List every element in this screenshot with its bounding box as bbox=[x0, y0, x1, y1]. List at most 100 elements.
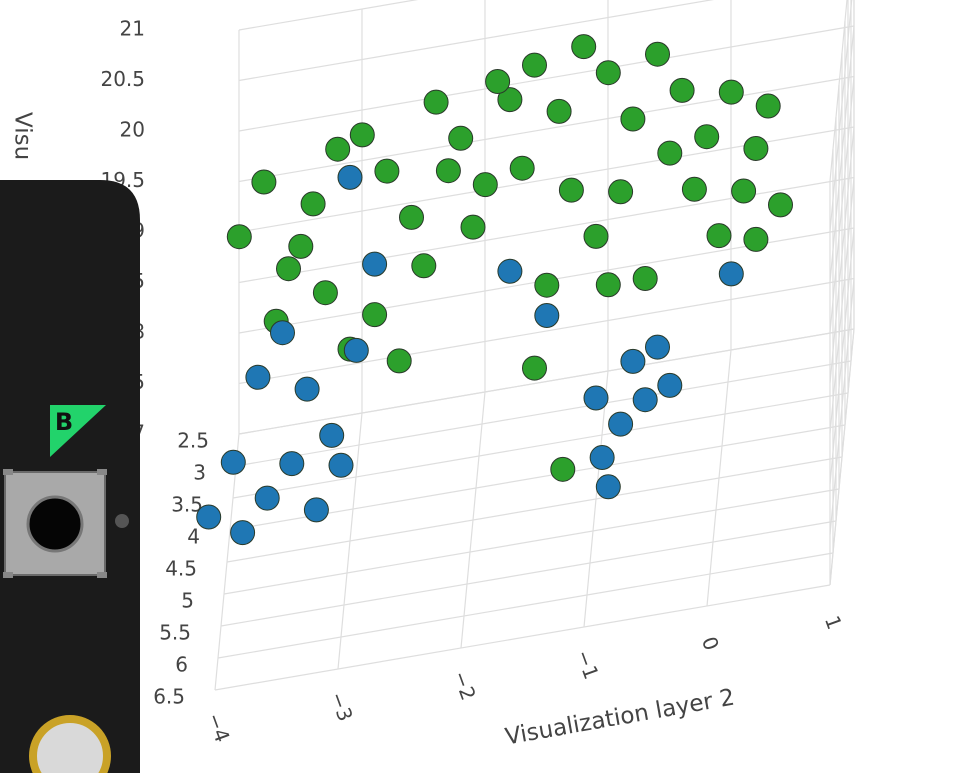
point bbox=[669, 77, 695, 103]
point bbox=[632, 266, 658, 291]
z-tick-label: 21 bbox=[120, 17, 145, 41]
grid-line bbox=[829, 0, 848, 182]
point bbox=[448, 125, 474, 151]
y-tick-label: 5 bbox=[181, 589, 194, 613]
device-overlay: B bbox=[0, 180, 140, 773]
point bbox=[534, 272, 560, 298]
x-tick-label: −2 bbox=[448, 668, 481, 704]
grid-line bbox=[238, 277, 855, 385]
grid-line bbox=[217, 552, 834, 659]
point bbox=[522, 52, 547, 78]
point bbox=[595, 272, 621, 298]
point bbox=[718, 79, 744, 105]
z-tick-label: 20.5 bbox=[100, 67, 145, 91]
x-tick-label: 1 bbox=[820, 612, 847, 632]
x-tick-label: −4 bbox=[202, 710, 235, 746]
point bbox=[411, 253, 437, 279]
y-tick-label: 4.5 bbox=[165, 557, 197, 581]
grid-line bbox=[829, 278, 855, 535]
point bbox=[226, 224, 252, 250]
point bbox=[632, 387, 658, 413]
y-tick-label: 3 bbox=[193, 461, 206, 485]
point bbox=[706, 223, 732, 249]
point bbox=[485, 69, 511, 94]
grid-line bbox=[223, 488, 840, 595]
button-pin bbox=[3, 572, 13, 578]
point bbox=[657, 140, 683, 166]
point bbox=[374, 158, 400, 184]
point bbox=[423, 89, 449, 115]
point bbox=[522, 355, 547, 381]
grid-line bbox=[226, 456, 843, 563]
led-dot bbox=[115, 514, 129, 528]
x-axis-title: Visualization layer 2 bbox=[503, 685, 736, 751]
point bbox=[620, 348, 646, 374]
point bbox=[343, 337, 369, 363]
point bbox=[399, 204, 424, 230]
point bbox=[460, 214, 486, 240]
point bbox=[220, 449, 246, 475]
y-tick-label: 2.5 bbox=[177, 429, 209, 453]
grid-line bbox=[235, 360, 852, 467]
point bbox=[595, 474, 621, 500]
point bbox=[608, 411, 634, 437]
point bbox=[435, 158, 461, 184]
y-tick-label: 4 bbox=[187, 525, 200, 549]
point bbox=[743, 226, 769, 252]
point bbox=[276, 256, 301, 282]
point bbox=[362, 251, 388, 277]
button-pin bbox=[97, 572, 107, 578]
grid-line bbox=[829, 328, 855, 586]
point bbox=[571, 34, 597, 60]
grid-line bbox=[829, 227, 855, 485]
button-pin bbox=[3, 469, 13, 475]
point bbox=[312, 280, 338, 306]
pin-ring bbox=[29, 715, 111, 773]
grid-line bbox=[829, 76, 855, 333]
point bbox=[583, 385, 609, 411]
point bbox=[731, 178, 757, 204]
point bbox=[550, 456, 576, 482]
y-tick-label: 5.5 bbox=[159, 621, 191, 645]
grid-line bbox=[238, 328, 855, 435]
button-label: B bbox=[55, 408, 73, 436]
point bbox=[349, 122, 375, 148]
point bbox=[534, 303, 560, 328]
point bbox=[251, 169, 277, 195]
point bbox=[620, 106, 646, 132]
x-tick-label: −3 bbox=[325, 689, 358, 725]
point bbox=[325, 136, 351, 162]
grid-line bbox=[829, 177, 855, 434]
point bbox=[497, 87, 523, 113]
point bbox=[645, 334, 670, 360]
grid-line bbox=[238, 75, 855, 183]
grid-line bbox=[238, 25, 855, 132]
point bbox=[497, 258, 523, 284]
point bbox=[589, 445, 615, 471]
point bbox=[288, 233, 314, 259]
point bbox=[319, 422, 345, 448]
point bbox=[230, 520, 256, 546]
grid-line bbox=[214, 584, 831, 691]
point bbox=[337, 164, 363, 190]
x-tick-label: 0 bbox=[697, 633, 724, 653]
button-cap[interactable] bbox=[26, 495, 84, 553]
y-tick-label: 6 bbox=[175, 653, 188, 677]
point bbox=[279, 451, 305, 477]
point bbox=[546, 98, 572, 124]
grid-line bbox=[829, 126, 855, 384]
x-tick-label: −1 bbox=[571, 647, 604, 683]
point bbox=[245, 364, 271, 390]
point bbox=[583, 223, 609, 249]
point bbox=[694, 124, 720, 150]
y-tick-label: 6.5 bbox=[153, 685, 185, 709]
point bbox=[645, 41, 670, 67]
point bbox=[328, 452, 354, 478]
grid-line bbox=[829, 0, 853, 232]
grid-line bbox=[238, 0, 715, 82]
grid-line bbox=[829, 25, 855, 283]
point bbox=[718, 261, 744, 287]
point bbox=[386, 348, 412, 374]
point bbox=[768, 192, 793, 218]
